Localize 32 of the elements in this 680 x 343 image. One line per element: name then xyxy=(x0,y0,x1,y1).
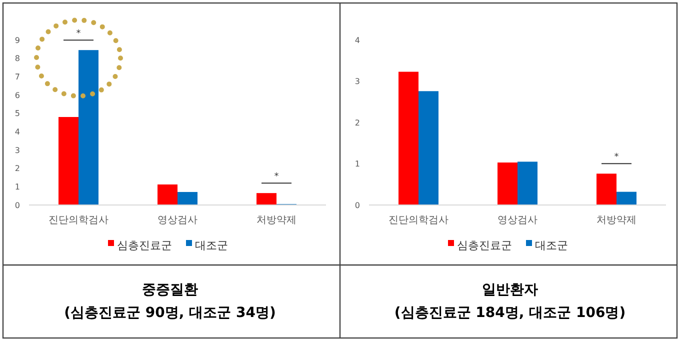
y-tick-label: 4 xyxy=(354,36,360,45)
text: (심층진료군 90명, 대조군 34명) xyxy=(64,305,276,321)
legend-label: 대조군 xyxy=(535,238,568,252)
annotation: * xyxy=(274,172,280,182)
y-tick-label: 9 xyxy=(14,36,20,45)
y-tick-label: 4 xyxy=(14,127,20,136)
y-tick-label: 1 xyxy=(14,182,20,192)
x-tick-label: 처방약제 xyxy=(596,215,636,226)
text: 중증질환 xyxy=(142,282,198,298)
x-tick-label: 진단의학검사 xyxy=(48,215,108,226)
text: * xyxy=(76,29,82,40)
x-tick-label: 영상검사 xyxy=(498,215,538,226)
x-tick-label: 영상검사 xyxy=(158,215,198,226)
legend-label: 심층진료군 xyxy=(117,238,172,252)
y-tick-label: 6 xyxy=(14,90,20,100)
legend-label: 심층진료군 xyxy=(457,238,512,252)
y-tick-label: 3 xyxy=(14,146,20,155)
y-tick-label: 3 xyxy=(354,77,360,86)
legend-label: 대조군 xyxy=(195,238,228,252)
y-tick-label: 5 xyxy=(14,109,20,118)
text: 일반환자 xyxy=(482,282,538,298)
y-tick-label: 0 xyxy=(14,200,20,210)
y-tick-label: 2 xyxy=(354,118,360,128)
x-tick-label: 처방약제 xyxy=(256,215,296,226)
text: (심층진료군 184명, 대조군 106명) xyxy=(394,305,626,321)
annotation: * xyxy=(614,152,620,163)
y-tick-label: 2 xyxy=(14,164,20,174)
y-tick-label: 1 xyxy=(354,160,360,169)
y-tick-label: 8 xyxy=(14,54,20,64)
y-tick-label: 7 xyxy=(14,72,20,82)
x-tick-label: 진단의학검사 xyxy=(388,215,448,226)
y-tick-label: 0 xyxy=(354,200,360,210)
